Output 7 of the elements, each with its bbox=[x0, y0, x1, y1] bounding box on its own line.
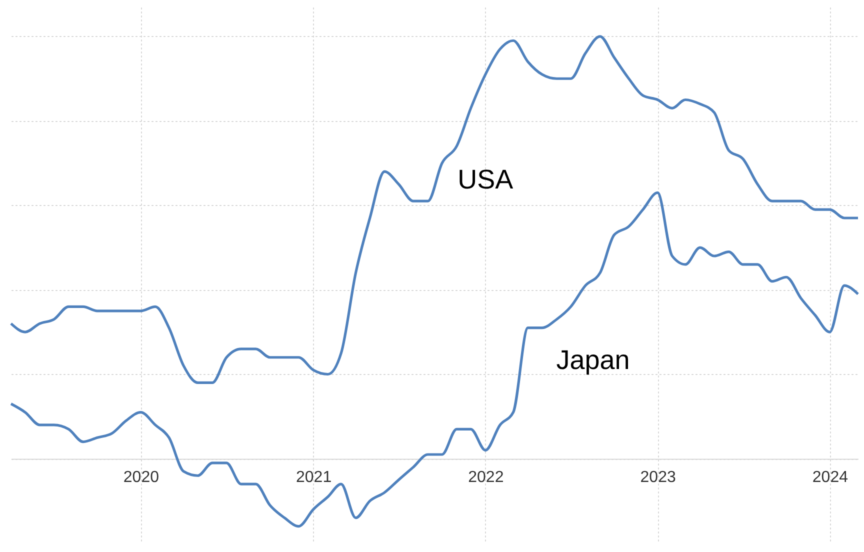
x-tick-label: 2022 bbox=[468, 469, 504, 486]
x-tick-label: 2020 bbox=[123, 469, 160, 486]
series-label: USA bbox=[458, 164, 514, 194]
x-tick-label: 2021 bbox=[296, 469, 332, 486]
x-tick-label: 2024 bbox=[812, 469, 848, 486]
x-tick-label: 2023 bbox=[640, 469, 676, 486]
series-label: Japan bbox=[556, 344, 630, 375]
